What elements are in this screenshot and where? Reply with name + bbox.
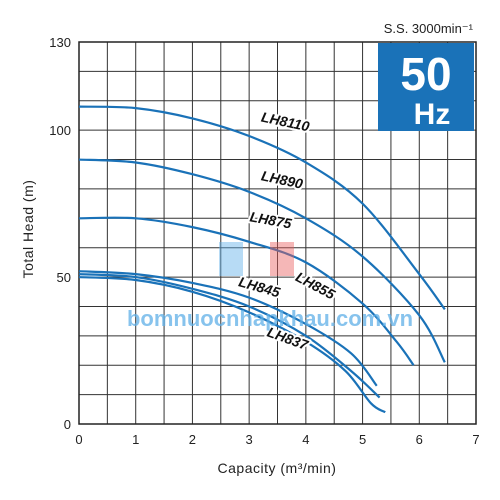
x-axis-title: Capacity (m³/min)	[218, 460, 337, 476]
badge-value: 50	[400, 48, 451, 100]
curve-lh845	[78, 273, 381, 399]
curve-label-text: LH855	[293, 269, 338, 303]
y-tick-labels: 0 50 100 130	[49, 35, 71, 432]
y-tick-label: 50	[57, 270, 71, 285]
frequency-badge: 50 Hz	[378, 43, 474, 131]
watermark-text: bomnuocnhapkhau.com.vn	[127, 306, 413, 331]
curve-label-text: LH875	[249, 208, 293, 231]
curve-lh875	[78, 216, 415, 366]
curve-lh890	[78, 158, 446, 363]
x-tick-label: 6	[416, 432, 423, 447]
x-tick-label: 4	[302, 432, 309, 447]
x-tick-label: 2	[189, 432, 196, 447]
speed-label: S.S. 3000min⁻¹	[384, 21, 474, 36]
x-tick-label: 5	[359, 432, 366, 447]
x-tick-labels: 0 1 2 3 4 5 6 7	[75, 432, 479, 447]
x-tick-label: 3	[246, 432, 253, 447]
curve-label-text: LH890	[260, 167, 305, 191]
y-tick-label: 100	[49, 123, 71, 138]
badge-unit: Hz	[414, 98, 451, 131]
curve-lh855	[78, 270, 378, 387]
x-tick-label: 7	[472, 432, 479, 447]
plot-frame	[78, 41, 477, 425]
watermark: bomnuocnhapkhau.com.vn	[127, 242, 413, 331]
badge-background	[378, 43, 474, 131]
curve-lh8110	[78, 105, 446, 311]
y-axis-title: Total Head (m)	[20, 180, 36, 279]
curve-lh837	[78, 275, 386, 414]
x-tick-label: 0	[75, 432, 82, 447]
watermark-logo-left	[219, 242, 243, 276]
y-tick-label: 0	[64, 417, 71, 432]
watermark-logo-right	[270, 242, 294, 276]
y-tick-label: 130	[49, 35, 71, 50]
x-tick-label: 1	[132, 432, 139, 447]
performance-curves	[78, 105, 446, 414]
